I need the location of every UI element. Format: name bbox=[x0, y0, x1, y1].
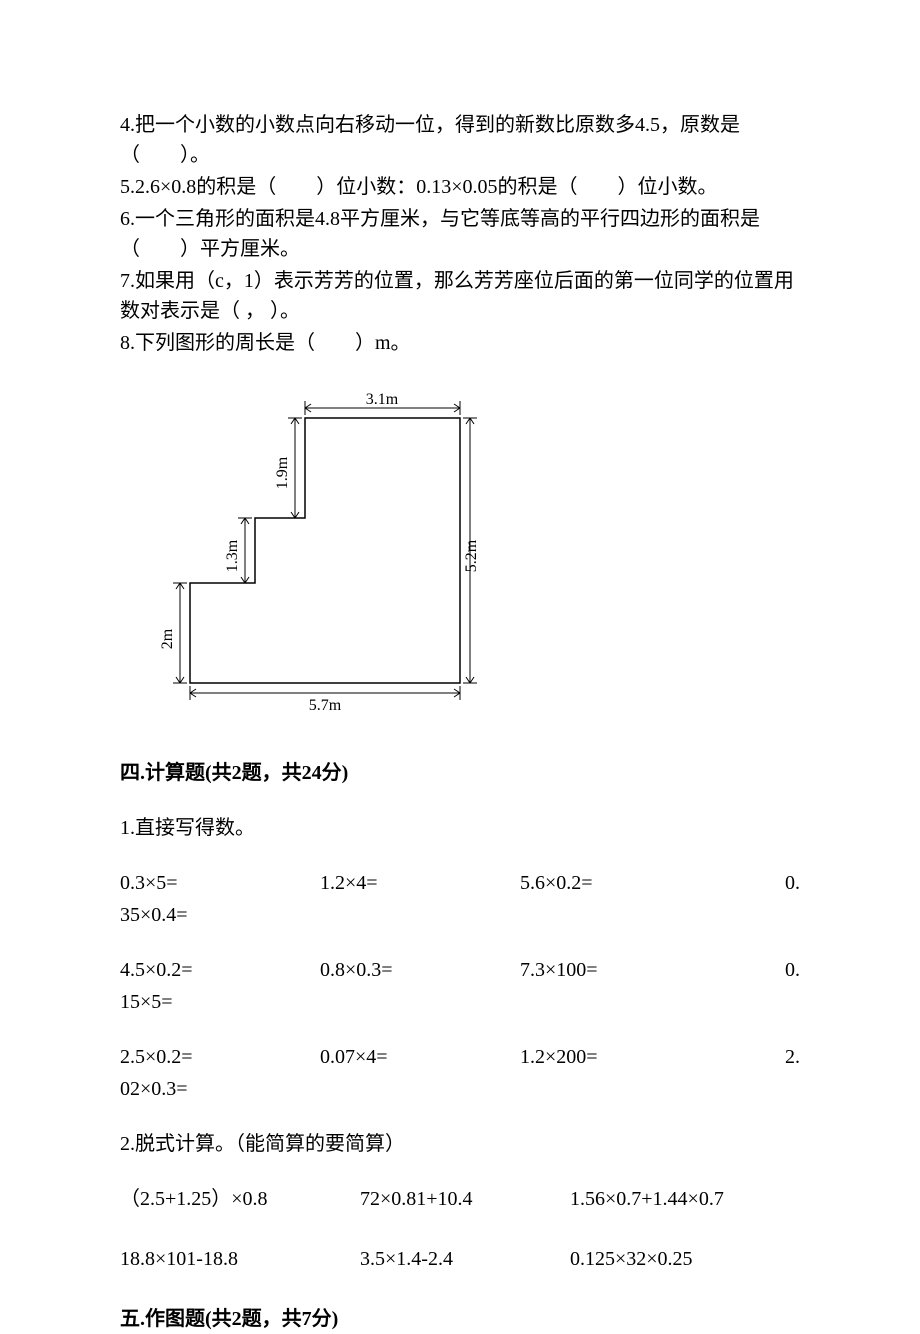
expr-cell: 18.8×101-18.8 bbox=[120, 1244, 360, 1274]
calc-cell: 0.8×0.3= bbox=[320, 955, 520, 985]
calc-row: 0.3×5= 1.2×4= 5.6×0.2= 0. bbox=[120, 868, 800, 898]
expr-row: （2.5+1.25）×0.8 72×0.81+10.4 1.56×0.7+1.4… bbox=[120, 1184, 800, 1214]
label-left-mid: 1.3m bbox=[224, 539, 241, 572]
expr-cell: 72×0.81+10.4 bbox=[360, 1184, 570, 1214]
calc-cell: 7.3×100= bbox=[520, 955, 740, 985]
calc-cell: 2. bbox=[740, 1042, 800, 1072]
expr-cell: 3.5×1.4-2.4 bbox=[360, 1244, 570, 1274]
question-4: 4.把一个小数的小数点向右移动一位，得到的新数比原数多4.5，原数是（ ）。 bbox=[120, 110, 800, 170]
question-6: 6.一个三角形的面积是4.8平方厘米，与它等底等高的平行四边形的面积是（ ）平方… bbox=[120, 204, 800, 264]
calc-cell: 5.6×0.2= bbox=[520, 868, 740, 898]
shape-diagram: 3.1m 5.2m 5.7m 2m bbox=[160, 388, 480, 718]
label-left-top: 1.9m bbox=[274, 456, 291, 489]
calc-wrap: 02×0.3= bbox=[120, 1074, 800, 1104]
calc-cell: 4.5×0.2= bbox=[120, 955, 320, 985]
question-8: 8.下列图形的周长是（ ）m。 bbox=[120, 328, 800, 358]
expr-row: 18.8×101-18.8 3.5×1.4-2.4 0.125×32×0.25 bbox=[120, 1244, 800, 1274]
calc-cell: 0. bbox=[740, 955, 800, 985]
calc-cell: 1.2×200= bbox=[520, 1042, 740, 1072]
calc-row: 4.5×0.2= 0.8×0.3= 7.3×100= 0. bbox=[120, 955, 800, 985]
calc-cell: 2.5×0.2= bbox=[120, 1042, 320, 1072]
label-right: 5.2m bbox=[463, 539, 480, 572]
question-5: 5.2.6×0.8的积是（ ）位小数：0.13×0.05的积是（ ）位小数。 bbox=[120, 172, 800, 202]
section-5-title: 五.作图题(共2题，共7分) bbox=[120, 1304, 800, 1334]
label-bottom: 5.7m bbox=[309, 697, 342, 714]
calc-cell: 0.07×4= bbox=[320, 1042, 520, 1072]
calc-row: 2.5×0.2= 0.07×4= 1.2×200= 2. bbox=[120, 1042, 800, 1072]
calc-cell: 1.2×4= bbox=[320, 868, 520, 898]
expr-cell: 0.125×32×0.25 bbox=[570, 1244, 800, 1274]
section-4-title: 四.计算题(共2题，共24分) bbox=[120, 758, 800, 788]
label-left-bottom: 2m bbox=[160, 628, 176, 649]
question-7: 7.如果用（c，1）表示芳芳的位置，那么芳芳座位后面的第一位同学的位置用数对表示… bbox=[120, 266, 800, 326]
expr-cell: 1.56×0.7+1.44×0.7 bbox=[570, 1184, 800, 1214]
calc-cell: 0. bbox=[740, 868, 800, 898]
expr-cell: （2.5+1.25）×0.8 bbox=[120, 1184, 360, 1214]
sub-question-2: 2.脱式计算。（能简算的要简算） bbox=[120, 1129, 800, 1159]
label-top: 3.1m bbox=[366, 391, 399, 408]
calc-wrap: 35×0.4= bbox=[120, 900, 800, 930]
sub-question-1: 1.直接写得数。 bbox=[120, 813, 800, 843]
calc-grid: 0.3×5= 1.2×4= 5.6×0.2= 0. 35×0.4= 4.5×0.… bbox=[120, 868, 800, 1104]
calc-cell: 0.3×5= bbox=[120, 868, 320, 898]
calc-wrap: 15×5= bbox=[120, 987, 800, 1017]
